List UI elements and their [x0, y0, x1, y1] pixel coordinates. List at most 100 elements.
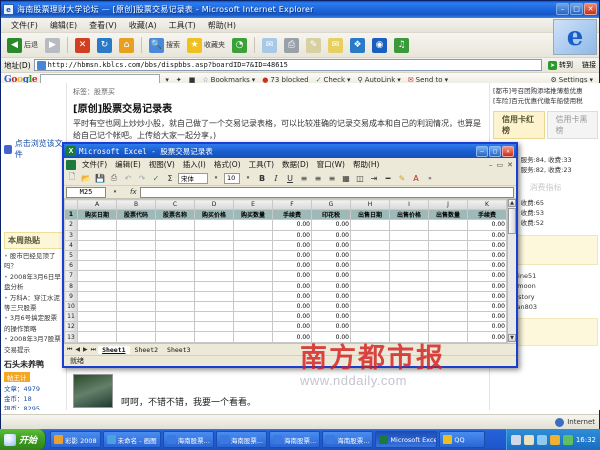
messenger-button[interactable]: ❖: [348, 37, 367, 54]
grid-cell[interactable]: 0.00: [467, 331, 507, 343]
grid-cell[interactable]: [350, 300, 390, 313]
grid-cell[interactable]: 0.00: [272, 229, 312, 241]
grid-cell[interactable]: 0.00: [272, 260, 312, 272]
grid-cell[interactable]: [194, 311, 234, 323]
grid-cell[interactable]: 0.00: [311, 311, 351, 323]
col-letter-b[interactable]: B: [116, 199, 156, 211]
underline-icon[interactable]: U: [287, 173, 293, 183]
grid-cell[interactable]: 0.00: [467, 270, 507, 282]
excel-close-button[interactable]: ✕: [502, 145, 514, 157]
last-sheet-icon[interactable]: ⏭: [90, 345, 97, 353]
list-item[interactable]: 2008年3月6日早盘分析: [4, 272, 63, 293]
open-icon[interactable]: 📂: [81, 173, 91, 183]
doc-restore-button[interactable]: ▭: [496, 160, 504, 169]
font-name-select[interactable]: 宋体: [178, 172, 208, 184]
excel-menu-help[interactable]: 帮助(H): [352, 160, 380, 169]
column-title-cell[interactable]: 印花税: [311, 209, 351, 221]
excel-menu-window[interactable]: 窗口(W): [316, 160, 345, 169]
grid-cell[interactable]: [77, 300, 117, 313]
grid-cell[interactable]: [194, 280, 234, 292]
grid-cell[interactable]: [389, 260, 429, 272]
grid-cell[interactable]: 0.00: [272, 239, 312, 251]
font-color-icon[interactable]: A: [413, 173, 419, 183]
taskbar-item[interactable]: Microsoft Excel...: [375, 431, 438, 448]
grid-cell[interactable]: 0.00: [272, 219, 312, 231]
row-header[interactable]: 14: [64, 341, 78, 343]
grid-cell[interactable]: [116, 290, 156, 302]
new-icon[interactable]: 🗋: [68, 172, 76, 181]
grid-cell[interactable]: [194, 249, 234, 262]
mail-button[interactable]: ✉: [260, 37, 279, 54]
grid-cell[interactable]: 0.00: [272, 331, 312, 343]
grid-cell[interactable]: 0.00: [311, 300, 351, 313]
col-letter-g[interactable]: G: [311, 199, 351, 211]
grid-cell[interactable]: 0.00: [467, 341, 507, 343]
grid-cell[interactable]: [77, 311, 117, 323]
grid-cell[interactable]: [77, 331, 117, 343]
line-color-icon[interactable]: ━: [385, 173, 391, 183]
grid-cell[interactable]: [428, 331, 468, 343]
grid-cell[interactable]: [389, 331, 429, 343]
grid-cell[interactable]: [389, 249, 429, 262]
function-icon[interactable]: fx: [130, 188, 137, 196]
align-right-icon[interactable]: ≡: [328, 173, 336, 183]
edit-button[interactable]: ✎: [304, 37, 323, 54]
font-size-select[interactable]: 10: [224, 172, 240, 184]
grid-cell[interactable]: [155, 219, 195, 231]
grid-cell[interactable]: 0.00: [311, 249, 351, 262]
row-header[interactable]: 5: [64, 249, 78, 262]
promo-link[interactable]: [车险]百元优惠代缴车船使用税: [493, 97, 583, 106]
grid-cell[interactable]: [350, 270, 390, 282]
grid-cell[interactable]: [194, 331, 234, 343]
minimize-button[interactable]: –: [556, 3, 569, 15]
grid-cell[interactable]: [350, 260, 390, 272]
grid-cell[interactable]: 0.00: [272, 280, 312, 292]
name-box[interactable]: M25: [66, 186, 106, 198]
grid-cell[interactable]: [350, 290, 390, 302]
grid-cell[interactable]: [350, 249, 390, 262]
grid-cell[interactable]: [233, 311, 273, 323]
promo-link[interactable]: [都市]号召团购添堵推薄惹优惠: [493, 87, 583, 95]
menu-help[interactable]: 帮助(H): [207, 20, 236, 30]
grid-cell[interactable]: 0.00: [311, 321, 351, 333]
row-header[interactable]: 12: [64, 321, 78, 333]
grid-cell[interactable]: [233, 229, 273, 241]
print-icon[interactable]: ⎙: [110, 173, 118, 182]
grid-cell[interactable]: [116, 229, 156, 241]
doc-minimize-button[interactable]: –: [489, 160, 493, 169]
grid-cell[interactable]: 0.00: [272, 341, 312, 343]
grid-cell[interactable]: [428, 311, 468, 323]
grid-cell[interactable]: [116, 331, 156, 343]
taskbar-item[interactable]: 海南股票...: [215, 431, 268, 448]
grid-cell[interactable]: 0.00: [272, 270, 312, 282]
col-letter-h[interactable]: H: [350, 199, 390, 211]
grid-cell[interactable]: [155, 321, 195, 333]
taskbar-item[interactable]: 彩影 2008: [50, 431, 101, 448]
sheet-tab-sheet2[interactable]: Sheet2: [134, 345, 159, 354]
grid-cell[interactable]: [350, 311, 390, 323]
merge-icon[interactable]: ◫: [356, 173, 364, 183]
grid-cell[interactable]: [194, 270, 234, 282]
row-header[interactable]: 1: [64, 209, 78, 221]
google-highlight-icon[interactable]: ✦: [175, 75, 182, 84]
grid-cell[interactable]: 0.00: [272, 311, 312, 323]
grid-cell[interactable]: [77, 229, 117, 241]
excel-maximize-button[interactable]: □: [489, 145, 501, 157]
col-letter-k[interactable]: K: [467, 199, 507, 211]
first-sheet-icon[interactable]: ⏮: [67, 345, 73, 353]
excel-menu-format[interactable]: 格式(O): [213, 160, 241, 169]
grid-cell[interactable]: [389, 311, 429, 323]
name-box-dropdown-icon[interactable]: ▾: [113, 189, 117, 195]
grid-cell[interactable]: [233, 280, 273, 292]
google-check-button[interactable]: ✓ Check ▾: [315, 75, 351, 84]
grid-cell[interactable]: [233, 331, 273, 343]
grid-cell[interactable]: [389, 229, 429, 241]
grid-cell[interactable]: [77, 270, 117, 282]
column-title-cell[interactable]: 出售日期: [350, 209, 390, 221]
grid-cell[interactable]: [155, 300, 195, 313]
toolbar-overflow-icon[interactable]: »: [428, 174, 432, 182]
grid-cell[interactable]: [428, 280, 468, 292]
print-button[interactable]: ⎙: [282, 37, 301, 54]
font-dropdown-icon[interactable]: ▾: [214, 175, 218, 181]
forward-button[interactable]: ▶: [43, 37, 62, 54]
